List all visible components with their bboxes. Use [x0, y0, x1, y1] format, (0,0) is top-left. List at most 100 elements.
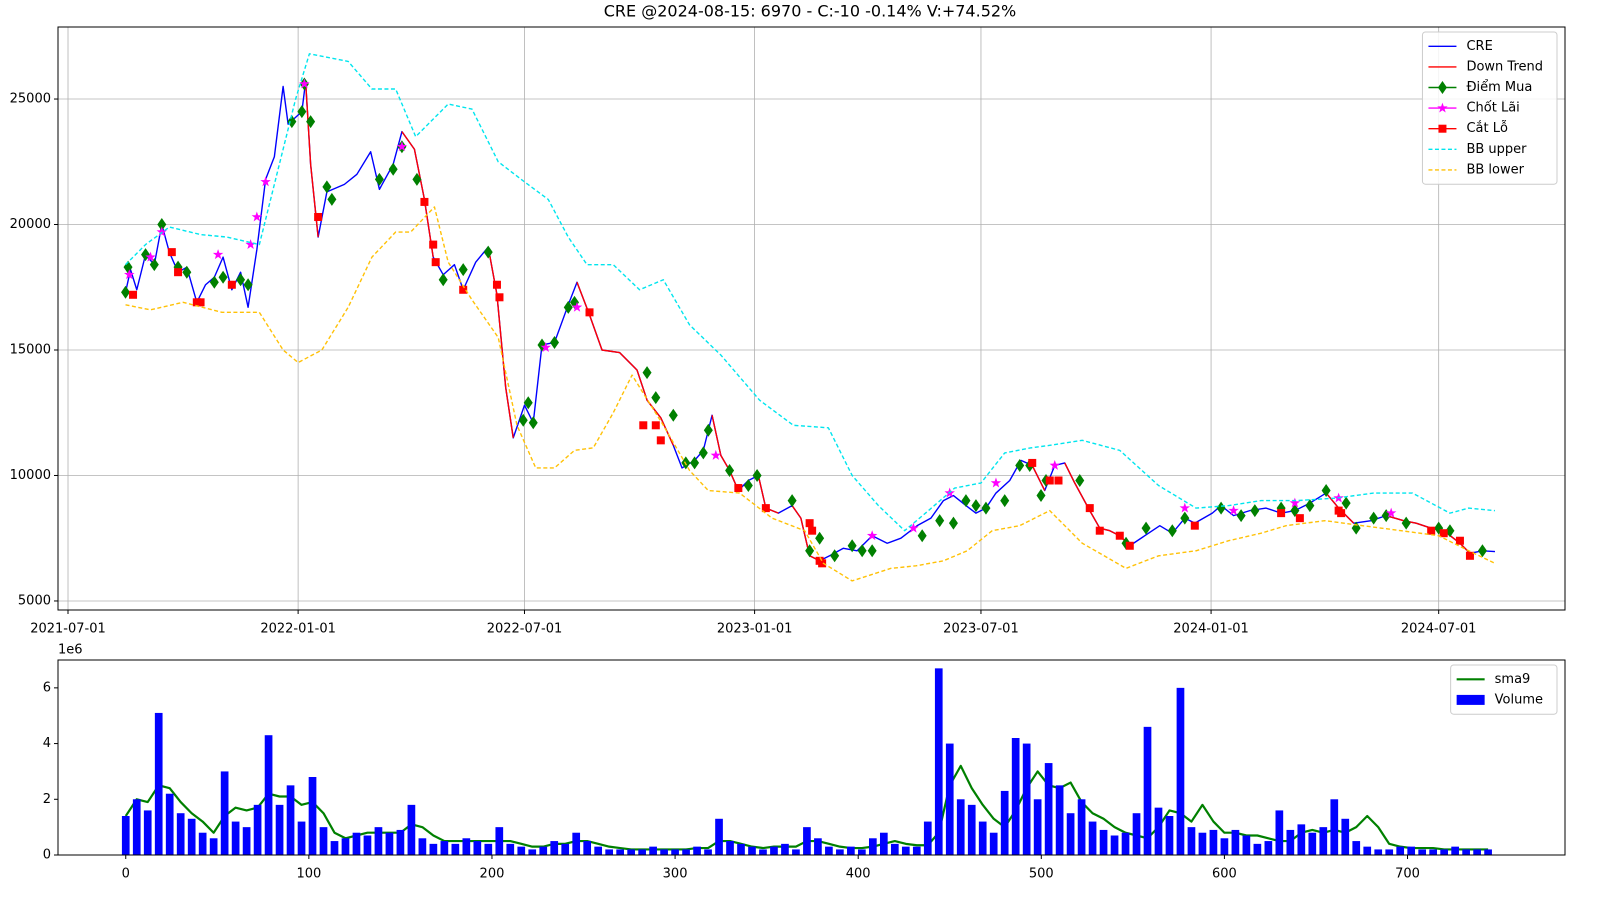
marker-square	[651, 421, 660, 430]
volume-bar	[759, 849, 767, 855]
marker-diamond	[1250, 504, 1260, 518]
marker-square	[459, 285, 468, 294]
x-tick-label: 100	[296, 867, 321, 882]
marker-diamond	[1167, 524, 1177, 538]
volume-bar	[1396, 846, 1405, 855]
marker-diamond	[141, 248, 151, 262]
volume-bar	[1275, 810, 1284, 855]
volume-bar	[715, 818, 723, 855]
volume-bar	[165, 793, 174, 855]
marker-diamond	[830, 549, 840, 563]
volume-bar	[1319, 827, 1328, 855]
marker-square	[129, 290, 138, 299]
volume-bar	[275, 804, 284, 855]
marker-square	[1125, 541, 1134, 550]
volume-bar	[671, 849, 679, 855]
legend-label: Cắt Lỗ	[1466, 121, 1508, 136]
volume-bar	[374, 827, 383, 855]
marker-diamond	[563, 300, 573, 314]
marker-star	[260, 176, 271, 187]
marker-square	[1277, 509, 1286, 518]
marker-diamond	[1305, 499, 1315, 513]
volume-bar	[825, 846, 833, 855]
marker-diamond	[1290, 504, 1300, 518]
marker-square	[808, 526, 817, 535]
volume-bar	[1429, 849, 1438, 855]
volume-bar	[297, 821, 306, 855]
marker-diamond	[743, 479, 753, 493]
marker-diamond	[642, 366, 652, 380]
volume-bar	[1165, 816, 1174, 855]
volume-bar	[330, 841, 339, 855]
series-line	[304, 81, 1471, 562]
volume-bar	[616, 849, 624, 855]
volume-bar	[638, 849, 646, 855]
marker-diamond	[1321, 484, 1331, 498]
marker-square	[1190, 521, 1199, 530]
volume-bar	[792, 849, 800, 855]
marker-diamond	[518, 413, 528, 427]
marker-square	[1465, 551, 1474, 560]
legend: CRE Down Trend Điểm Mua Chốt Lãi Cắt Lỗ BB up…	[1421, 31, 1558, 185]
volume-bar	[1220, 838, 1229, 855]
volume-bar	[132, 799, 141, 855]
marker-diamond	[1141, 521, 1151, 535]
marker-square	[805, 519, 814, 528]
marker-square	[314, 212, 323, 221]
marker-square	[818, 559, 827, 568]
marker-diamond	[1351, 521, 1361, 535]
volume-bar	[143, 810, 152, 855]
x-tick-label: 2022-07-01	[487, 622, 563, 637]
marker-star	[571, 301, 583, 312]
marker-diamond	[306, 115, 316, 129]
y-tick-label: 4	[43, 736, 51, 751]
marker-diamond	[412, 172, 422, 186]
y-tick-label: 25000	[10, 92, 51, 107]
marker-diamond	[1036, 489, 1046, 503]
marker-square	[174, 268, 183, 277]
legend: sma9 Volume	[1450, 664, 1558, 715]
plot-area: 5000 10000 15000 20000 25000 2021-07-01 2022-0…	[10, 26, 1566, 637]
marker-square	[227, 280, 236, 289]
marker-square	[656, 436, 665, 445]
marker-diamond	[1341, 496, 1351, 510]
marker-diamond	[1236, 509, 1246, 523]
marker-diamond	[1015, 458, 1025, 472]
x-tick-label: 2021-07-01	[30, 622, 106, 637]
volume-bar	[462, 838, 471, 855]
volume-bar	[550, 841, 559, 855]
marker-square	[1295, 514, 1304, 523]
y-tick-label: 2	[43, 792, 51, 807]
volume-bar	[385, 832, 394, 855]
x-tick-label: 2024-01-01	[1173, 622, 1249, 637]
legend-label: Volume	[1495, 692, 1543, 707]
marker-square	[196, 298, 205, 307]
marker-diamond	[935, 514, 945, 528]
marker-square	[1115, 531, 1124, 540]
x-tick-label: 600	[1212, 867, 1237, 882]
marker-diamond	[1401, 516, 1411, 530]
volume-bar	[1352, 841, 1361, 855]
marker-square	[761, 504, 770, 513]
legend-label: Down Trend	[1466, 59, 1543, 74]
volume-bar	[418, 838, 427, 855]
volume-bar	[912, 846, 921, 855]
marker-star	[299, 78, 310, 89]
legend-label: CRE	[1466, 39, 1492, 54]
volume-bar	[967, 804, 976, 855]
volume-bar	[649, 846, 657, 855]
volume-bar	[1286, 829, 1295, 855]
y-tick-label: 0	[43, 848, 51, 863]
marker-star	[212, 249, 224, 260]
volume-bar	[726, 841, 734, 855]
volume-bar	[495, 827, 504, 855]
marker-square	[1045, 476, 1054, 485]
marker-diamond	[209, 275, 219, 289]
volume-bar	[1484, 849, 1492, 855]
marker-square	[1085, 504, 1094, 513]
marker-diamond	[388, 162, 398, 176]
marker-square	[492, 280, 501, 289]
volume-bar	[528, 849, 537, 855]
